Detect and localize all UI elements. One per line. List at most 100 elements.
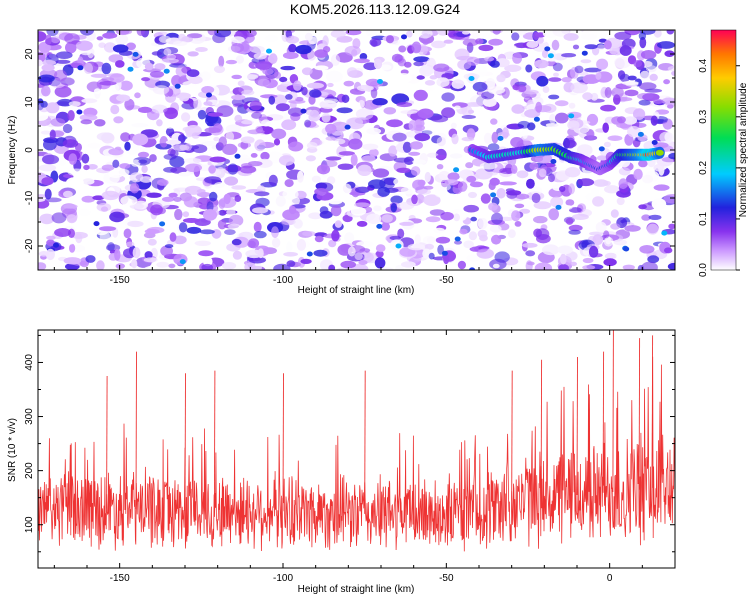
spectrogram-cell [141,165,148,174]
spectrogram-cell [231,36,245,44]
spectrogram-cell [412,159,427,165]
spectrogram-cell [38,112,49,121]
spectrogram-cell [640,50,657,60]
spectrogram-cell [488,38,503,46]
spectrogram-cell [38,74,55,83]
spectrogram-cell [119,163,131,169]
spectrogram-cell [568,224,583,232]
spectrogram-cell [567,120,580,130]
spectrogram-cell [154,63,166,71]
spectrogram-cell [54,228,72,237]
spectrogram-cell [569,207,582,213]
spectrogram-cell [251,112,263,119]
spectrogram-cell [408,151,421,156]
spectrogram-cell [393,157,411,163]
spectrogram-cell [489,60,500,68]
spectrogram-cell [146,192,162,198]
spectrogram-cell [618,178,628,190]
spectrogram-cell [526,41,539,48]
spectrogram-cell [375,250,384,258]
spectrogram-cell [580,33,598,40]
spectrogram-cell [504,64,522,73]
spectrogram-cell [281,119,297,130]
spectrogram-cell [661,97,675,105]
spectrogram-cell [53,242,59,248]
spectrogram-cell [431,40,446,49]
spectrogram-cell [183,59,194,67]
spectrogram-cell [326,176,336,185]
spectrogram-cell [325,123,337,134]
spectrogram-cell [560,253,567,265]
spectrogram-cell [49,129,56,141]
spectrogram-cell [178,134,186,143]
spectrogram-cell [426,152,439,158]
spectrogram-cell [266,48,272,54]
spectrogram-cell [66,214,78,224]
spectrogram-cell [577,144,593,157]
spectrogram-cell [45,34,52,46]
spectrogram-cell [314,65,329,71]
spectrogram-cell [644,88,663,93]
spectrogram-y-axis-label: Frequency (Hz) [7,116,18,185]
spectrogram-cell [572,44,580,50]
spectrogram-cell [107,242,115,252]
spectrogram-cell [586,113,599,126]
spectrogram-cell [398,45,407,53]
spectrogram-cell [93,88,101,95]
spectrogram-cell [217,219,227,230]
spectrogram-cell [534,59,549,69]
spectrogram-cell [231,238,242,246]
spectrogram-cell [411,194,418,205]
spectrogram-cell [334,138,346,145]
spectrogram-cell [621,80,639,86]
spectrogram-cell [607,135,623,141]
spectrogram-cell [109,211,125,223]
spectrogram-cell [565,137,576,149]
spectrogram-cell [570,82,588,94]
spectrogram-cell [200,71,211,81]
colorbar-label: Normalized spectral amplitude [738,82,749,217]
spectrogram-cell [512,52,523,64]
spectrogram-cell [454,105,461,110]
spectrogram-cell [301,86,308,96]
spectrogram-cell [639,245,655,254]
spectrogram-cell [240,191,252,201]
spectrogram-cell [75,40,93,51]
spectrogram-cell [182,218,201,223]
spectrogram-cell [510,137,524,148]
spectrogram-cell [653,164,665,172]
spectrogram-cell [273,138,281,146]
spectrogram-cell [396,202,415,210]
spectrogram-cell [386,119,403,128]
spectrogram-cell [77,65,84,71]
snr-peak [213,370,216,512]
snr-peak [511,370,513,501]
spectrogram-cell [209,191,218,202]
spectrogram-cell [234,114,243,123]
spectrogram-cell [497,135,504,141]
spectrogram-cell [301,67,313,76]
spectrogram-cell [453,213,461,222]
spectrogram-cell [157,179,169,186]
spectrogram-cell [356,84,374,92]
spectrogram-cell [408,120,417,131]
spectrogram-cell [67,110,75,121]
spectrogram-cell [304,119,312,128]
spectrogram-cell [372,168,390,178]
spectrogram-cell [206,122,214,127]
spectrogram-cell [638,204,647,210]
spectrogram-cell [144,251,153,259]
spectrogram-cell [82,178,95,185]
spectrogram-cell [120,132,131,142]
spectrogram-cell [253,221,262,233]
spectrogram-cell [603,180,611,186]
spectrogram-cell [417,179,426,187]
spectrogram-cell [115,60,125,68]
y-tick-label: 20 [24,48,35,60]
spectrogram-cell [451,133,459,145]
spectrogram-cell [247,240,256,248]
spectrogram-cell [377,186,390,197]
spectrogram-cell [127,220,144,228]
spectrogram-cell [115,263,126,269]
spectrogram-cell [300,108,307,114]
